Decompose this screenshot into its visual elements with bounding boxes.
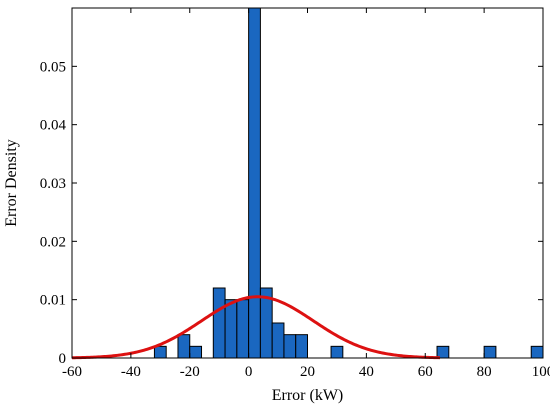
x-tick-label: -20 — [180, 364, 200, 380]
y-tick-label: 0.01 — [40, 293, 66, 309]
x-tick-label: 100 — [532, 364, 550, 380]
histogram-bar — [189, 345, 203, 359]
x-tick-label: 80 — [477, 364, 492, 380]
histogram-bar — [330, 345, 344, 359]
normal-fit-curve — [71, 295, 441, 360]
plot-frame — [71, 7, 544, 359]
histogram-bar — [236, 299, 250, 359]
histogram-bar — [295, 334, 309, 359]
histogram-bar — [153, 345, 167, 359]
histogram-bar — [271, 322, 285, 359]
y-tick-label: 0.02 — [40, 234, 66, 250]
axis-ticks: -60 -40 -20 0 20 40 60 80 100 0 0.01 0.02 0.03 0.04 0.… — [40, 8, 550, 380]
x-tick-label: 60 — [418, 364, 433, 380]
histogram-bar — [530, 345, 544, 359]
histogram-bar — [212, 287, 226, 359]
y-tick-label: 0.03 — [40, 176, 66, 192]
y-tick-label: 0.05 — [40, 59, 66, 75]
histogram-bar — [283, 334, 297, 359]
x-axis-label: Error (kW) — [272, 387, 344, 404]
y-tick-label: 0 — [59, 351, 67, 367]
x-tick-label: 40 — [359, 364, 374, 380]
histogram-bar — [224, 299, 238, 359]
y-axis-label: Error Density — [3, 139, 20, 227]
histogram-bar — [248, 7, 261, 359]
histogram-bars — [153, 7, 544, 359]
histogram-bar — [177, 334, 191, 359]
x-tick-label: 20 — [300, 364, 315, 380]
histogram-bar — [483, 345, 497, 359]
x-tick-label: -60 — [62, 364, 82, 380]
y-tick-label: 0.04 — [40, 118, 67, 134]
x-tick-label: -40 — [121, 364, 141, 380]
x-tick-label: 0 — [245, 364, 253, 380]
